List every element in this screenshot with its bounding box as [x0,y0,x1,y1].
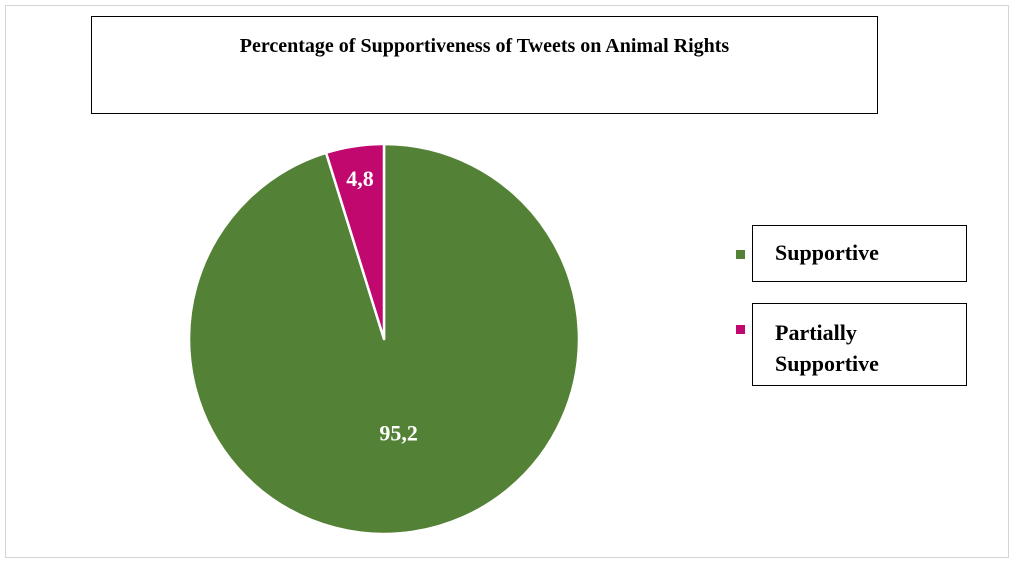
chart-title: Percentage of Supportiveness of Tweets o… [239,35,730,57]
legend-entry-partially-supportive: Partially Supportive [752,303,967,386]
chart-title-box: Percentage of Supportiveness of Tweets o… [91,16,878,114]
legend-entry-supportive: Supportive [752,225,967,282]
data-label-partially-supportive: 4,8 [346,166,374,191]
legend-label-supportive-2: Supportive [775,351,879,376]
legend-label-supportive: Supportive [775,240,879,265]
legend-marker-partially-supportive [736,325,745,334]
chart-frame [5,5,1009,558]
legend-marker-supportive [736,250,745,259]
pie-slice-partially-supportive [324,142,386,341]
legend-label-partially: Partially [775,320,857,345]
data-label-supportive: 95,2 [379,420,418,445]
